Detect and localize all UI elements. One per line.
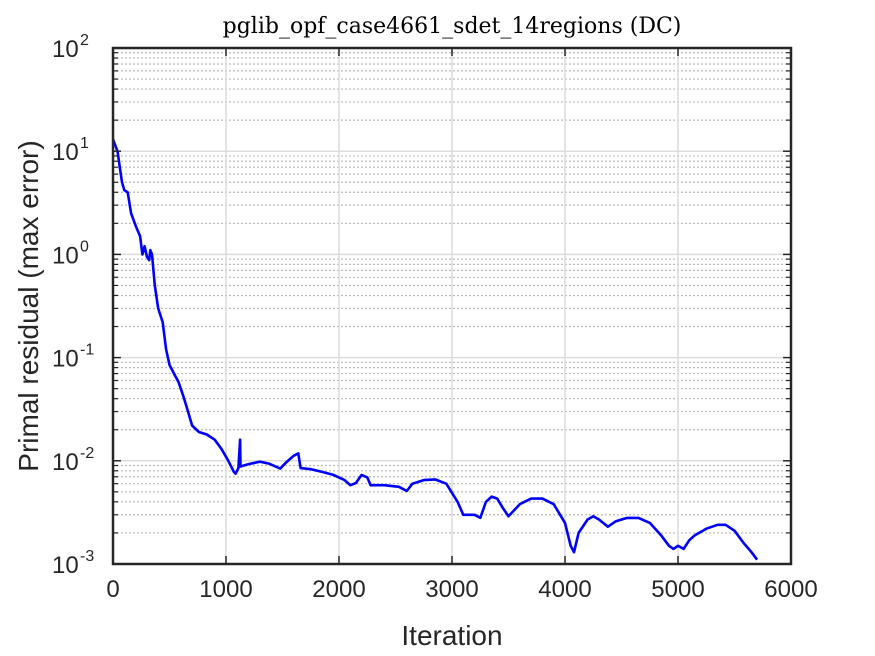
y-tick-exponent: -3 <box>80 548 94 565</box>
y-tick-exponent: 1 <box>80 135 89 152</box>
series-line-group <box>111 138 759 561</box>
y-tick-exponent: 2 <box>80 32 89 49</box>
y-tick-base: 10 <box>52 242 79 269</box>
x-axis-label: Iteration <box>401 620 502 651</box>
x-tick-label: 4000 <box>538 576 591 603</box>
y-tick-base: 10 <box>52 552 79 579</box>
x-tick-label: 5000 <box>651 576 704 603</box>
y-tick-label: 10 0 <box>52 238 89 269</box>
tick-labels: 10 -310 -210 -110 010 110 20 1000 2000 3000 4000 50… <box>52 32 818 603</box>
x-tick-label: 0 <box>106 576 119 603</box>
y-tick-label: 10 2 <box>52 32 89 63</box>
y-tick-base: 10 <box>52 346 79 373</box>
grid-lines <box>113 48 791 564</box>
y-tick-base: 10 <box>52 36 79 63</box>
y-tick-exponent: 0 <box>80 238 89 255</box>
series-line <box>111 138 759 561</box>
axis-ticks <box>112 47 792 565</box>
y-tick-label: 10 -2 <box>52 445 94 476</box>
x-tick-label: 1000 <box>199 576 252 603</box>
y-tick-exponent: -1 <box>80 342 94 359</box>
y-tick-label: 10 -1 <box>52 342 94 373</box>
chart-title: pglib_opf_case4661_sdet_14regions (DC) <box>223 14 682 39</box>
x-tick-label: 2000 <box>312 576 365 603</box>
x-tick-label: 6000 <box>764 576 817 603</box>
y-tick-base: 10 <box>52 449 79 476</box>
y-tick-label: 10 1 <box>52 135 89 166</box>
y-tick-base: 10 <box>52 139 79 166</box>
x-tick-label: 3000 <box>425 576 478 603</box>
y-axis-label: Primal residual (max error) <box>13 140 44 471</box>
y-tick-exponent: -2 <box>80 445 94 462</box>
y-tick-label: 10 -3 <box>52 548 94 579</box>
